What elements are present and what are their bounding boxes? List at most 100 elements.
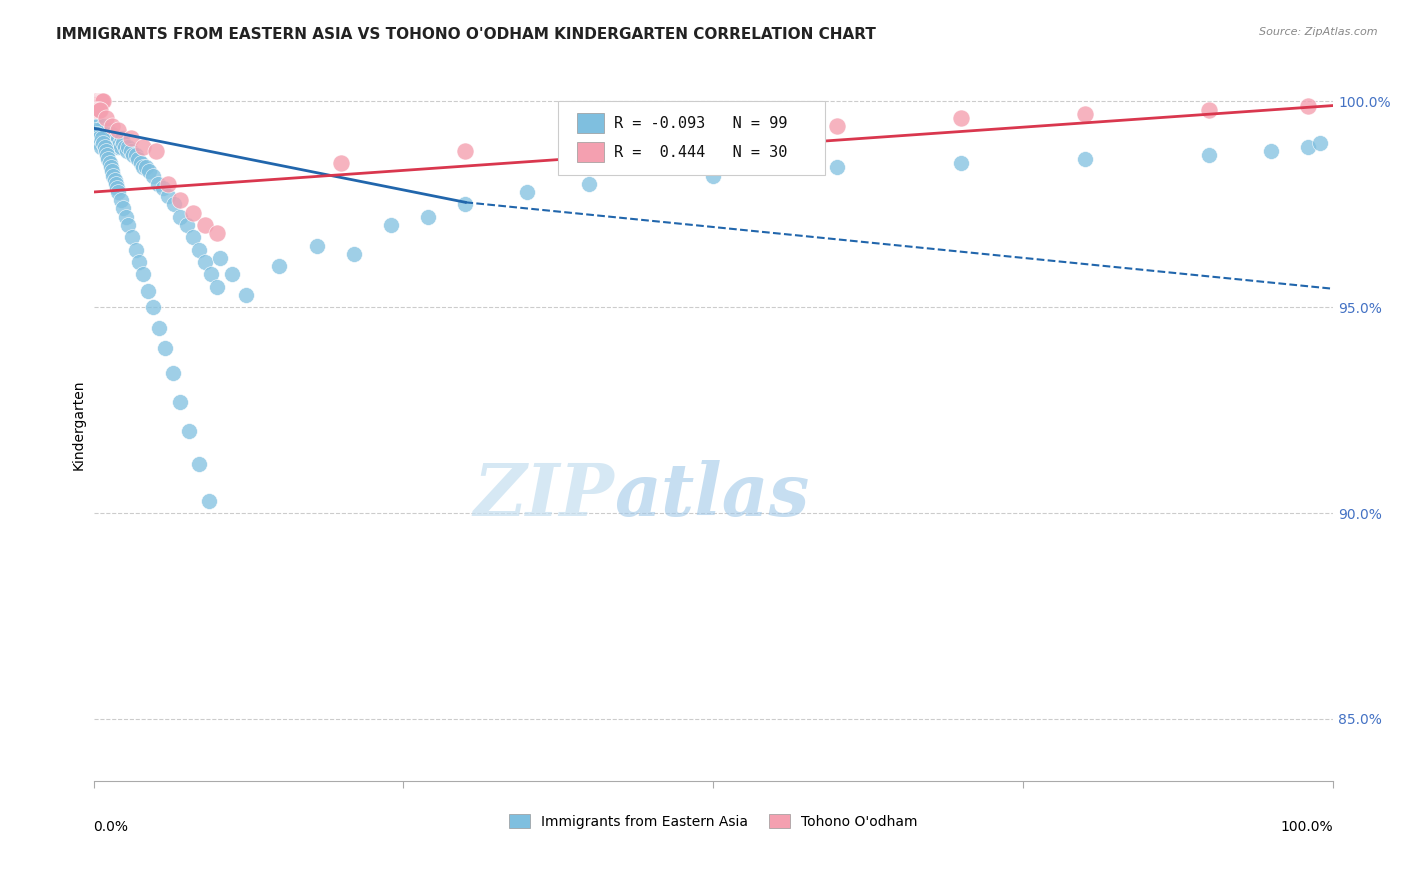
Point	[702, 128, 724, 142]
Point	[132, 268, 155, 282]
Point	[90, 95, 112, 109]
Point	[115, 144, 138, 158]
Point	[221, 268, 243, 282]
Point	[181, 205, 204, 219]
Point	[105, 139, 128, 153]
Point	[1260, 144, 1282, 158]
Point	[1198, 103, 1220, 117]
Point	[86, 128, 108, 142]
Point	[93, 139, 115, 153]
Bar	[576, 143, 605, 162]
Text: ZIP: ZIP	[474, 460, 614, 532]
Point	[84, 123, 107, 137]
Point	[97, 123, 120, 137]
Point	[418, 210, 440, 224]
Point	[125, 243, 148, 257]
Point	[825, 161, 848, 175]
Point	[578, 177, 600, 191]
Point	[84, 103, 107, 117]
Point	[117, 218, 139, 232]
Point	[112, 136, 135, 150]
Point	[702, 169, 724, 183]
Point	[129, 156, 152, 170]
Point	[93, 119, 115, 133]
Point	[104, 177, 127, 191]
Point	[156, 189, 179, 203]
Point	[121, 230, 143, 244]
Point	[107, 123, 129, 137]
Point	[132, 139, 155, 153]
Point	[950, 156, 973, 170]
Point	[135, 161, 157, 175]
Point	[181, 230, 204, 244]
Point	[87, 123, 110, 137]
Point	[1074, 107, 1097, 121]
Point	[198, 493, 221, 508]
Point	[177, 424, 200, 438]
Point	[454, 197, 477, 211]
Point	[87, 95, 110, 109]
Text: IMMIGRANTS FROM EASTERN ASIA VS TOHONO O'ODHAM KINDERGARTEN CORRELATION CHART: IMMIGRANTS FROM EASTERN ASIA VS TOHONO O…	[56, 27, 876, 42]
Point	[114, 139, 136, 153]
Point	[91, 95, 114, 109]
Point	[101, 119, 124, 133]
Point	[330, 156, 353, 170]
Point	[169, 210, 191, 224]
Point	[187, 243, 209, 257]
Point	[194, 218, 217, 232]
Point	[235, 288, 257, 302]
Point	[1296, 139, 1319, 153]
Point	[169, 395, 191, 409]
Point	[142, 169, 165, 183]
Point	[90, 139, 112, 153]
Point	[87, 131, 110, 145]
Text: Source: ZipAtlas.com: Source: ZipAtlas.com	[1260, 27, 1378, 37]
Point	[950, 111, 973, 125]
Point	[380, 218, 402, 232]
Point	[127, 152, 149, 166]
Text: 100.0%: 100.0%	[1281, 820, 1333, 834]
Point	[269, 259, 291, 273]
Point	[187, 457, 209, 471]
Point	[107, 131, 129, 145]
Point	[142, 300, 165, 314]
Point	[207, 279, 229, 293]
Point	[163, 197, 186, 211]
Point	[136, 284, 159, 298]
Point	[146, 177, 169, 191]
Legend: Immigrants from Eastern Asia, Tohono O'odham: Immigrants from Eastern Asia, Tohono O'o…	[503, 808, 922, 834]
Point	[194, 255, 217, 269]
Point	[86, 95, 108, 109]
Point	[104, 136, 127, 150]
Point	[94, 131, 117, 145]
Point	[155, 342, 177, 356]
Point	[103, 131, 125, 145]
Point	[1296, 98, 1319, 112]
Point	[305, 238, 328, 252]
Point	[169, 193, 191, 207]
Point	[94, 123, 117, 137]
Point	[98, 156, 121, 170]
Point	[93, 95, 115, 109]
Point	[145, 144, 167, 158]
Point	[86, 119, 108, 133]
Point	[107, 185, 129, 199]
Point	[87, 103, 110, 117]
Point	[208, 251, 231, 265]
Point	[103, 169, 125, 183]
Point	[1309, 136, 1331, 150]
Point	[94, 144, 117, 158]
Point	[343, 246, 366, 260]
Point	[207, 226, 229, 240]
Point	[94, 111, 117, 125]
Point	[96, 148, 118, 162]
Point	[122, 148, 145, 162]
Point	[120, 131, 142, 145]
Point	[91, 123, 114, 137]
Point	[91, 131, 114, 145]
Point	[516, 185, 538, 199]
Point	[97, 152, 120, 166]
Point	[176, 218, 198, 232]
Point	[1198, 148, 1220, 162]
Point	[111, 131, 134, 145]
